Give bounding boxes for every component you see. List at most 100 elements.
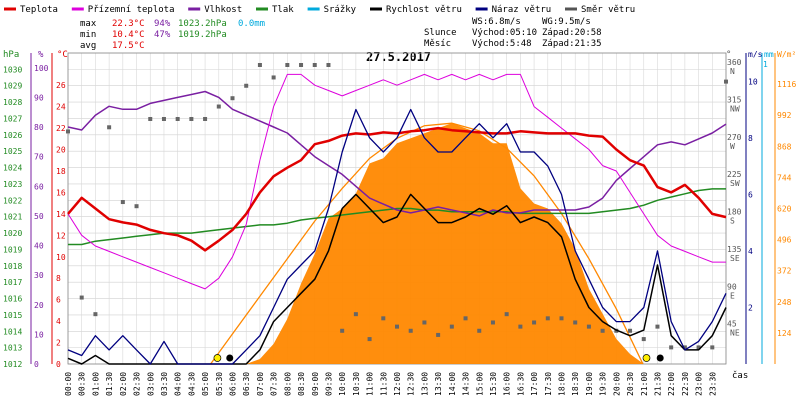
wind-direction-point (135, 204, 139, 208)
tick-time: 13:30 (434, 372, 443, 396)
tick-time: 11:30 (379, 372, 388, 396)
wind-direction-point (422, 320, 426, 324)
tick-humidity: 100 (34, 64, 49, 73)
wind-direction-point (655, 325, 659, 329)
wind-direction-point (601, 329, 605, 333)
tick-temperature: 20 (56, 146, 66, 155)
tick-temperature: 14 (56, 210, 66, 219)
tick-direction-letter: NW (730, 104, 740, 113)
wind-direction-point (669, 345, 673, 349)
tick-time: 06:00 (229, 372, 238, 396)
sunrise-icon (214, 355, 221, 362)
tick-time: 02:30 (133, 372, 142, 396)
tick-direction: 45 (727, 320, 737, 329)
tick-time: 13:00 (420, 372, 429, 396)
wind-direction-point (642, 337, 646, 341)
tick-time: 00:30 (78, 372, 87, 396)
wind-direction-point (409, 329, 413, 333)
tick-time: 17:00 (530, 372, 539, 396)
unit-pct: % (38, 50, 44, 60)
tick-time: 04:30 (187, 372, 196, 396)
tick-time: 10:30 (352, 372, 361, 396)
tick-time: 09:00 (311, 372, 320, 396)
wind-direction-point (491, 320, 495, 324)
tick-time: 00:00 (64, 372, 73, 396)
wind-direction-point (121, 200, 125, 204)
tick-humidity: 30 (34, 271, 44, 280)
tick-time: 18:00 (558, 372, 567, 396)
wind-direction-point (93, 312, 97, 316)
tick-direction-letter: SE (730, 254, 740, 263)
tick-pressure: 1021 (3, 213, 22, 222)
stat-min-label: min (80, 30, 96, 40)
wind-direction-point (436, 333, 440, 337)
stat-min-temp: 10.4°C (112, 30, 145, 40)
wind-direction-point (477, 329, 481, 333)
wind-direction-point (313, 63, 317, 67)
wind-direction-point (381, 316, 385, 320)
tick-time: 07:00 (256, 372, 265, 396)
wind-direction-point (546, 316, 550, 320)
wind-direction-point (66, 129, 70, 133)
moonrise-icon (226, 355, 233, 362)
wind-direction-point (724, 80, 728, 84)
stat-max-hum: 94% (154, 19, 171, 29)
tick-humidity: 90 (34, 93, 44, 102)
tick-pressure: 1030 (3, 65, 22, 74)
sun-label: Slunce (424, 28, 457, 38)
stat-avg-temp: 17.5°C (112, 41, 145, 51)
tick-time: 16:00 (503, 372, 512, 396)
tick-time: 01:30 (105, 372, 114, 396)
wind-direction-point (710, 345, 714, 349)
tick-temperature: 8 (56, 274, 61, 283)
tick-pressure: 1012 (3, 360, 22, 369)
legend-label-2: Vlhkost (204, 5, 242, 15)
stat-max-rain: 0.0mm (238, 19, 265, 29)
tick-pressure: 1020 (3, 229, 22, 238)
tick-pressure: 1015 (3, 311, 22, 320)
wind-direction-point (189, 117, 193, 121)
tick-direction-letter: N (730, 67, 735, 76)
sun-rise: Východ:05:10 (472, 28, 537, 38)
tick-time: 22:30 (681, 372, 690, 396)
stat-avg-label: avg (80, 41, 96, 51)
stat-max-press: 1023.2hPa (178, 19, 227, 29)
tick-time: 05:30 (215, 372, 224, 396)
tick-humidity: 80 (34, 123, 44, 132)
tick-pressure: 1027 (3, 114, 22, 123)
tick-solar: 620 (777, 205, 792, 214)
chart-title: 27.5.2017 (366, 50, 431, 64)
tick-time: 08:00 (283, 372, 292, 396)
tick-time: 21:00 (640, 372, 649, 396)
tick-pressure: 1022 (3, 196, 22, 205)
stat-min-hum: 47% (154, 30, 171, 40)
tick-humidity: 60 (34, 182, 44, 191)
tick-pressure: 1014 (3, 327, 22, 336)
tick-direction: 180 (727, 208, 742, 217)
wind-direction-point (299, 63, 303, 67)
wind-direction-point (203, 117, 207, 121)
wind-direction-point (231, 96, 235, 100)
legend-label-3: Tlak (272, 5, 294, 15)
tick-time: 10:00 (338, 372, 347, 396)
tick-direction: 315 (727, 95, 742, 104)
tick-direction: 225 (727, 170, 742, 179)
stat-max-temp: 22.3°C (112, 19, 145, 29)
legend-label-1: Přízemní teplota (88, 5, 175, 15)
unit-wm2: W/m² (777, 50, 796, 59)
wind-direction-point (395, 325, 399, 329)
tick-wind: 8 (748, 134, 753, 143)
wind-direction-point (80, 296, 84, 300)
tick-time: 12:00 (393, 372, 402, 396)
ws-label: WS:6.8m/s (472, 17, 521, 27)
tick-solar: 248 (777, 298, 792, 307)
wind-direction-point (107, 125, 111, 129)
tick-temperature: 0 (56, 360, 61, 369)
unit-time: čas (732, 370, 748, 381)
tick-time: 19:30 (599, 372, 608, 396)
wind-direction-point (505, 312, 509, 316)
tick-direction-letter: NE (730, 329, 740, 338)
tick-pressure: 1023 (3, 180, 22, 189)
